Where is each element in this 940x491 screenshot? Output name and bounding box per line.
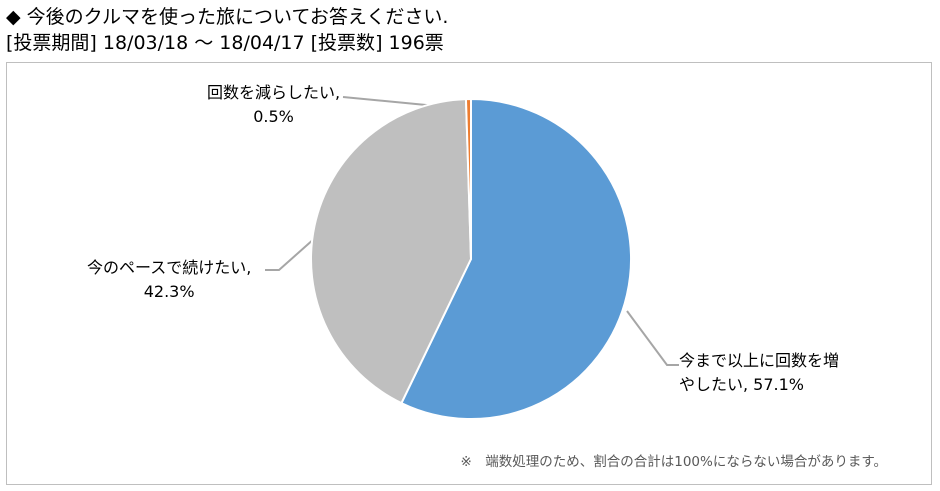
chart-frame: 回数を減らしたい, 0.5% 今のペースで続けたい, 42.3% 今まで以上に回… <box>6 62 932 485</box>
pie-chart <box>265 96 679 420</box>
label-increase-line1: 今まで以上に回数を増 <box>679 351 840 370</box>
label-reduce: 回数を減らしたい, 0.5% <box>207 81 340 129</box>
leader-line-keep <box>265 237 316 271</box>
diamond-bullet-icon: ◆ <box>6 6 21 28</box>
vote-period-line: [投票期間] 18/03/18 ～ 18/04/17 [投票数] 196票 <box>6 32 444 54</box>
label-increase: 今まで以上に回数を増 やしたい, 57.1% <box>679 349 839 397</box>
label-reduce-line1: 回数を減らしたい, <box>207 83 341 102</box>
pie-slices <box>310 98 633 420</box>
pie-slice-0 <box>400 98 633 420</box>
label-keep: 今のペースで続けたい, 42.3% <box>87 256 251 304</box>
pie-slice-2 <box>464 98 472 260</box>
label-keep-line1: 今のペースで続けたい, <box>87 258 252 277</box>
label-increase-line2: やしたい, 57.1% <box>679 375 805 394</box>
leader-line-increase <box>626 310 679 366</box>
pie-slice-1 <box>310 98 472 405</box>
label-keep-line2: 42.3% <box>143 282 195 301</box>
chart-header: ◆ 今後のクルマを使った旅についてお答えください. [投票期間] 18/03/18… <box>6 4 448 56</box>
label-reduce-line2: 0.5% <box>253 107 294 126</box>
question-title: ◆ 今後のクルマを使った旅についてお答えください. <box>6 4 448 30</box>
question-text: 今後のクルマを使った旅についてお答えください. <box>26 6 449 28</box>
rounding-footnote: ※ 端数処理のため、割合の合計は100%にならない場合があります。 <box>460 454 887 470</box>
